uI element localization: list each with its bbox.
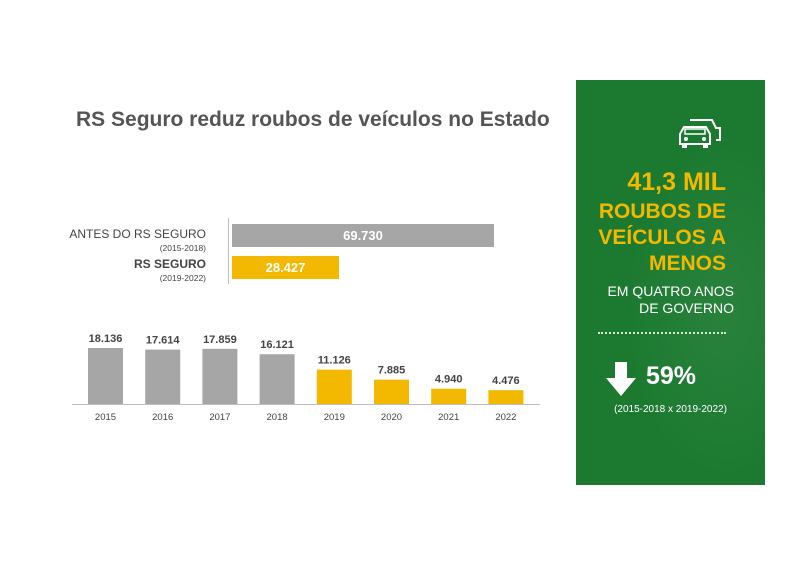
bar-2018 bbox=[259, 354, 295, 404]
summary-sub-2: DE GOVERNO bbox=[639, 300, 734, 316]
hbar-value-label: 69.730 bbox=[343, 228, 383, 243]
bar-2017 bbox=[202, 348, 238, 404]
hbar-rs-seguro: 28.427 bbox=[232, 256, 339, 279]
bar-2015 bbox=[88, 348, 123, 404]
chart-title: RS Seguro reduz roubos de veículos no Es… bbox=[76, 108, 550, 131]
bar-value-label: 4.940 bbox=[435, 374, 463, 386]
bar-value-label: 18.136 bbox=[89, 333, 123, 345]
summary-line-2: VEÍCULOS A bbox=[598, 226, 726, 249]
x-tick-label: 2021 bbox=[438, 412, 459, 423]
x-tick-label: 2018 bbox=[267, 412, 288, 423]
hbar-axis bbox=[228, 218, 229, 284]
bar-2019 bbox=[316, 369, 352, 404]
bar-value-label: 17.859 bbox=[203, 334, 237, 346]
summary-line-1: ROUBOS DE bbox=[598, 200, 726, 223]
summary-range: (2015-2018 x 2019-2022) bbox=[614, 404, 727, 415]
x-tick-label: 2016 bbox=[152, 412, 173, 423]
summary-percent: 59% bbox=[646, 362, 697, 390]
bar-2016 bbox=[145, 349, 181, 404]
bar-2020 bbox=[374, 379, 409, 404]
bar-value-label: 7.885 bbox=[378, 365, 406, 377]
summary-panel bbox=[576, 80, 765, 485]
bar-value-label: 4.476 bbox=[492, 375, 520, 387]
hbar-before: 69.730 bbox=[232, 224, 494, 247]
bar-value-label: 16.121 bbox=[260, 339, 294, 351]
hbar-sublabel-rs-seguro: (2019-2022) bbox=[159, 273, 206, 283]
hbar-label-before: ANTES DO RS SEGURO bbox=[69, 227, 206, 241]
summary-line-3: MENOS bbox=[648, 252, 726, 275]
x-tick-label: 2017 bbox=[209, 412, 230, 423]
x-tick-label: 2019 bbox=[324, 412, 345, 423]
bar-2021 bbox=[431, 388, 467, 404]
hbar-label-rs-seguro: RS SEGURO bbox=[133, 257, 206, 271]
bar-value-label: 17.614 bbox=[146, 335, 181, 347]
car-icon bbox=[679, 119, 721, 148]
bar-2022 bbox=[488, 390, 524, 404]
x-tick-label: 2022 bbox=[495, 412, 516, 423]
hbar-sublabel-before: (2015-2018) bbox=[159, 243, 206, 253]
hbar-value-label: 28.427 bbox=[265, 260, 306, 275]
summary-sub-1: EM QUATRO ANOS bbox=[607, 283, 734, 299]
summary-big-number: 41,3 MIL bbox=[627, 168, 726, 196]
x-tick-label: 2015 bbox=[95, 412, 116, 423]
bar-value-label: 11.126 bbox=[318, 355, 351, 367]
x-tick-label: 2020 bbox=[381, 412, 402, 423]
divider bbox=[598, 332, 726, 334]
arrow-down-icon bbox=[606, 362, 636, 396]
